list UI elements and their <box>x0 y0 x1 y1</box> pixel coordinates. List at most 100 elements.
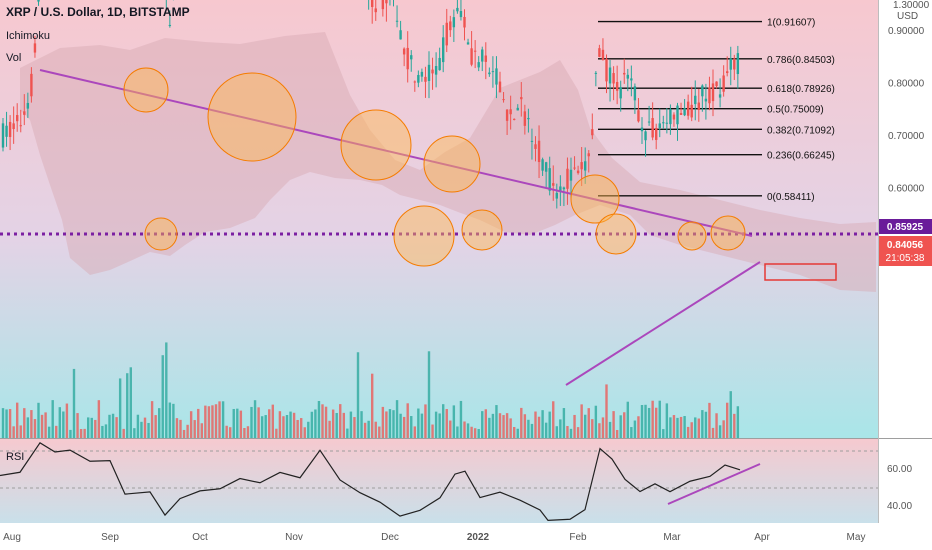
volume-bar <box>399 413 402 438</box>
volume-bar <box>513 427 516 438</box>
volume-bar <box>388 409 392 438</box>
volume-bar <box>363 422 367 438</box>
candle-body <box>509 109 512 115</box>
volume-bar <box>623 412 626 438</box>
candle-body <box>559 186 562 191</box>
volume-bar <box>449 420 452 438</box>
volume-bar <box>69 429 72 438</box>
volume-bar <box>356 352 360 438</box>
candle-body <box>587 153 590 157</box>
volume-bar <box>402 416 406 438</box>
volume-bar <box>481 411 484 438</box>
volume-bar <box>704 411 708 438</box>
volume-bar <box>72 368 76 438</box>
volume-bar <box>76 413 79 438</box>
level-badge-value: 0.85925 <box>887 222 924 233</box>
candle-body <box>686 101 690 116</box>
candle-body <box>445 22 448 46</box>
time-axis-label: Apr <box>754 532 770 543</box>
volume-bar <box>264 415 267 438</box>
volume-bar <box>79 429 83 438</box>
fib-level-label: 0.236(0.66245) <box>767 151 835 162</box>
candle-body <box>527 117 530 120</box>
candle-body <box>541 159 544 171</box>
price-tick-top: 1.30000 <box>893 0 930 11</box>
candle-body <box>495 68 498 85</box>
volume-bar <box>392 410 395 438</box>
candle-body <box>552 183 555 186</box>
volume-bar <box>8 409 12 438</box>
candle-body <box>410 55 413 60</box>
candle-body <box>647 121 651 123</box>
volume-bar <box>300 418 303 438</box>
candle-body <box>442 37 445 63</box>
rsi-line <box>0 442 741 521</box>
volume-bar <box>598 423 601 438</box>
volume-bar <box>626 401 629 438</box>
fib-level-label: 0.786(0.84503) <box>767 55 835 66</box>
highlight-circle <box>677 221 707 251</box>
candle-body <box>37 0 40 2</box>
volume-bar <box>530 423 534 438</box>
candle-body <box>459 10 463 18</box>
volume-bar <box>179 419 182 438</box>
volume-bar <box>136 414 140 438</box>
candle-body <box>523 111 527 126</box>
volume-bar <box>442 404 445 438</box>
volume-bar <box>378 426 381 438</box>
candle-body <box>718 94 722 98</box>
indicator-vol-label: Vol <box>6 52 21 64</box>
volume-bar <box>118 378 122 438</box>
level-badge-bg <box>879 219 932 234</box>
volume-bar <box>342 412 345 438</box>
volume-bar <box>30 410 33 438</box>
volume-bar <box>470 426 473 438</box>
candle-body <box>679 113 683 115</box>
volume-bar <box>729 391 732 438</box>
volume-bar <box>44 412 47 438</box>
volume-bar <box>456 426 459 438</box>
volume-bar <box>708 402 711 438</box>
volume-bar <box>711 427 715 438</box>
volume-bar <box>544 422 548 438</box>
volume-bar <box>207 406 211 438</box>
candle-body <box>33 43 37 53</box>
candle-body <box>413 81 416 83</box>
volume-bar <box>424 404 427 438</box>
volume-bar <box>225 425 228 438</box>
volume-bar <box>615 429 619 438</box>
volume-bar <box>161 355 164 438</box>
volume-bar <box>491 413 495 438</box>
candle-body <box>8 121 12 138</box>
volume-bar <box>97 400 101 438</box>
candle-body <box>431 69 434 74</box>
candle-body <box>562 187 566 190</box>
candle-body <box>470 48 473 65</box>
candle-body <box>516 107 519 111</box>
volume-bar <box>193 420 196 438</box>
volume-bar <box>555 426 558 438</box>
candle-body <box>608 67 612 84</box>
candle-body <box>644 131 647 141</box>
volume-bar <box>94 419 97 438</box>
volume-bar <box>239 410 243 438</box>
volume-bar <box>1 408 5 438</box>
volume-bar <box>292 412 296 438</box>
volume-bar <box>537 416 541 438</box>
time-axis-label: Mar <box>663 532 681 543</box>
candle-body <box>505 109 509 121</box>
volume-bar <box>51 400 54 438</box>
candle-body <box>1 123 5 148</box>
volume-bar <box>502 415 505 438</box>
volume-bar <box>47 426 51 438</box>
volume-bar <box>90 417 93 438</box>
volume-bar <box>566 426 569 438</box>
volume-bar <box>644 404 647 438</box>
volume-bar <box>349 411 353 438</box>
main-pane-background <box>0 0 878 438</box>
time-axis-label: Sep <box>101 532 119 543</box>
candle-body <box>662 122 665 124</box>
candle-body <box>466 42 470 45</box>
candle-body <box>683 108 686 116</box>
candle-body <box>438 57 441 71</box>
